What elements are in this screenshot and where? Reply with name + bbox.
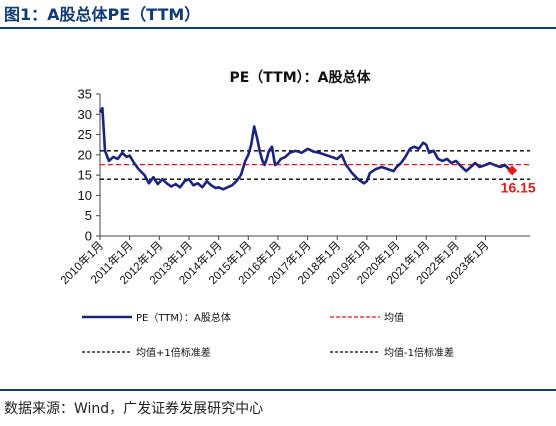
annotation-group: 16.15: [501, 165, 536, 195]
y-tick-label: 5: [85, 208, 92, 223]
top-rule: [0, 27, 556, 29]
bottom-rule: [0, 389, 556, 391]
last-value-marker: [507, 165, 518, 176]
reference-lines: [100, 150, 530, 180]
y-tick-label: 0: [85, 229, 92, 244]
legend-label: 均值: [384, 311, 404, 324]
legend-label: 均值+1倍标准差: [136, 346, 211, 359]
chart-axes: 051015202530352010年1月2011年1月2012年1月2013年…: [57, 87, 530, 287]
y-tick-label: 25: [78, 127, 92, 142]
source-note: 数据来源：Wind，广发证券发展研究中心: [4, 401, 264, 417]
y-tick-label: 35: [78, 87, 92, 102]
figure-title: 图1：A股总体PE（TTM）: [4, 5, 201, 24]
pe-series-line: [98, 106, 513, 191]
y-tick-label: 20: [78, 147, 92, 162]
series-group: [98, 106, 513, 191]
last-value-label: 16.15: [501, 179, 536, 195]
legend-label: 均值-1倍标准差: [384, 346, 454, 359]
y-tick-label: 30: [78, 107, 92, 122]
legend-label: PE（TTM）：A股总体: [136, 311, 231, 324]
y-tick-label: 10: [78, 188, 92, 203]
chart-title: PE（TTM）：A股总体: [229, 69, 371, 86]
y-tick-label: 15: [78, 168, 92, 183]
